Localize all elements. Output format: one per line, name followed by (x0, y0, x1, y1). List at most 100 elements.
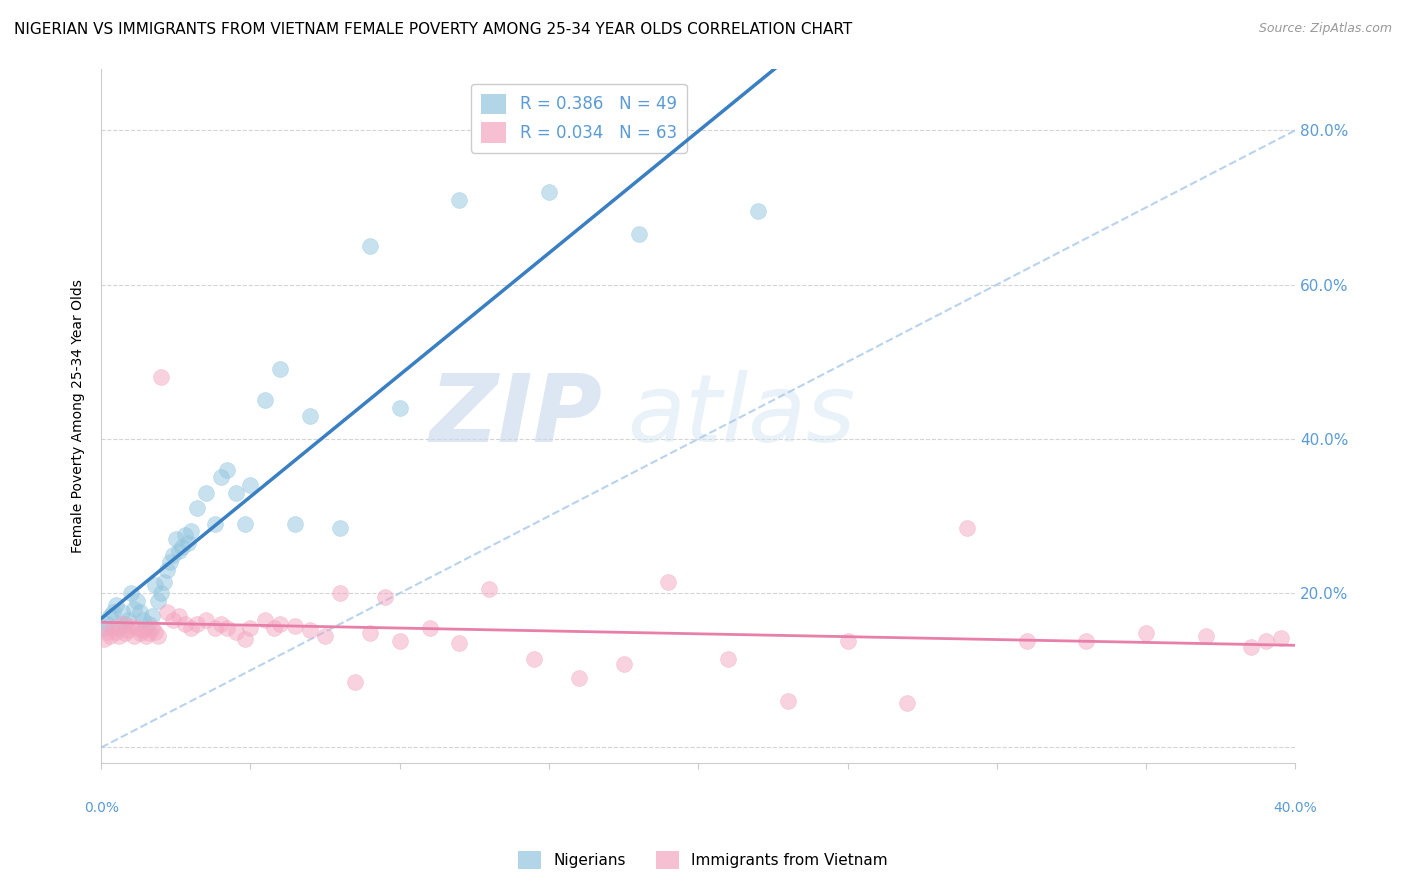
Point (120, 618, 142, 632)
Point (1076, 634, 1098, 648)
Point (837, 634, 859, 648)
Point (180, 524, 202, 539)
Point (132, 613, 155, 627)
Point (108, 621, 131, 635)
Point (149, 370, 172, 384)
Point (627, 227, 650, 242)
Point (156, 606, 179, 620)
Point (96, 617, 118, 632)
Point (96, 624, 118, 639)
Point (120, 586, 142, 600)
Point (105, 624, 128, 639)
Point (204, 621, 226, 635)
Point (125, 621, 148, 635)
Point (143, 624, 166, 639)
Point (141, 621, 163, 635)
Point (254, 613, 277, 627)
Point (776, 694, 799, 708)
Point (159, 555, 181, 569)
Point (215, 621, 238, 635)
Point (186, 501, 208, 516)
Point (108, 629, 131, 643)
Point (186, 617, 208, 632)
Point (1015, 634, 1038, 648)
Legend: R = 0.386   N = 49, R = 0.034   N = 63: R = 0.386 N = 49, R = 0.034 N = 63 (471, 84, 686, 153)
Point (449, 636, 471, 650)
Point (263, 621, 285, 635)
Point (101, 621, 124, 635)
Point (122, 601, 145, 615)
Point (225, 624, 247, 639)
Point (568, 671, 591, 685)
Point (284, 516, 307, 531)
Point (101, 606, 124, 620)
Point (165, 532, 187, 546)
Point (162, 613, 184, 627)
Point (449, 193, 471, 207)
Point (215, 463, 238, 477)
Point (117, 624, 139, 638)
Point (153, 574, 176, 589)
Text: atlas: atlas (627, 370, 855, 461)
Point (233, 632, 256, 647)
Point (299, 409, 322, 423)
Point (233, 516, 256, 531)
Legend: Nigerians, Immigrants from Vietnam: Nigerians, Immigrants from Vietnam (512, 845, 894, 875)
Point (149, 586, 172, 600)
Point (1270, 631, 1292, 645)
Point (478, 582, 501, 597)
Point (239, 621, 262, 635)
Point (1254, 634, 1277, 648)
Point (132, 624, 155, 638)
Point (538, 185, 561, 199)
Point (717, 652, 740, 666)
Point (329, 520, 352, 534)
Point (896, 696, 918, 710)
Point (254, 393, 277, 408)
Point (657, 574, 679, 589)
Point (225, 486, 247, 500)
Point (93, 621, 115, 635)
Point (419, 621, 441, 635)
Point (194, 486, 217, 500)
Point (114, 617, 136, 632)
Point (105, 598, 128, 612)
Point (129, 626, 152, 640)
Point (239, 478, 262, 492)
Point (146, 594, 169, 608)
Point (170, 540, 193, 554)
Point (146, 629, 169, 643)
Point (141, 609, 163, 624)
Point (269, 617, 291, 632)
Point (359, 626, 381, 640)
Point (138, 626, 160, 640)
Point (209, 617, 232, 632)
Point (343, 674, 366, 689)
Point (98, 629, 121, 643)
Point (1240, 640, 1263, 655)
Point (138, 617, 160, 632)
Text: NIGERIAN VS IMMIGRANTS FROM VIETNAM FEMALE POVERTY AMONG 25-34 YEAR OLDS CORRELA: NIGERIAN VS IMMIGRANTS FROM VIETNAM FEMA… (14, 22, 852, 37)
Point (956, 520, 979, 534)
Point (177, 536, 200, 550)
Point (209, 470, 232, 484)
Point (125, 594, 148, 608)
Point (359, 239, 381, 253)
Point (314, 629, 336, 643)
Point (117, 613, 139, 627)
Point (523, 652, 546, 666)
Point (374, 590, 396, 604)
Point (173, 528, 195, 542)
Text: ZIP: ZIP (430, 369, 603, 462)
Point (122, 629, 145, 643)
Point (111, 617, 134, 632)
Point (98, 609, 121, 624)
Point (114, 626, 136, 640)
Point (388, 401, 411, 415)
Point (173, 617, 195, 632)
Point (1195, 629, 1218, 643)
Point (613, 657, 636, 672)
Point (111, 606, 134, 620)
Point (299, 624, 322, 638)
Point (167, 543, 190, 558)
